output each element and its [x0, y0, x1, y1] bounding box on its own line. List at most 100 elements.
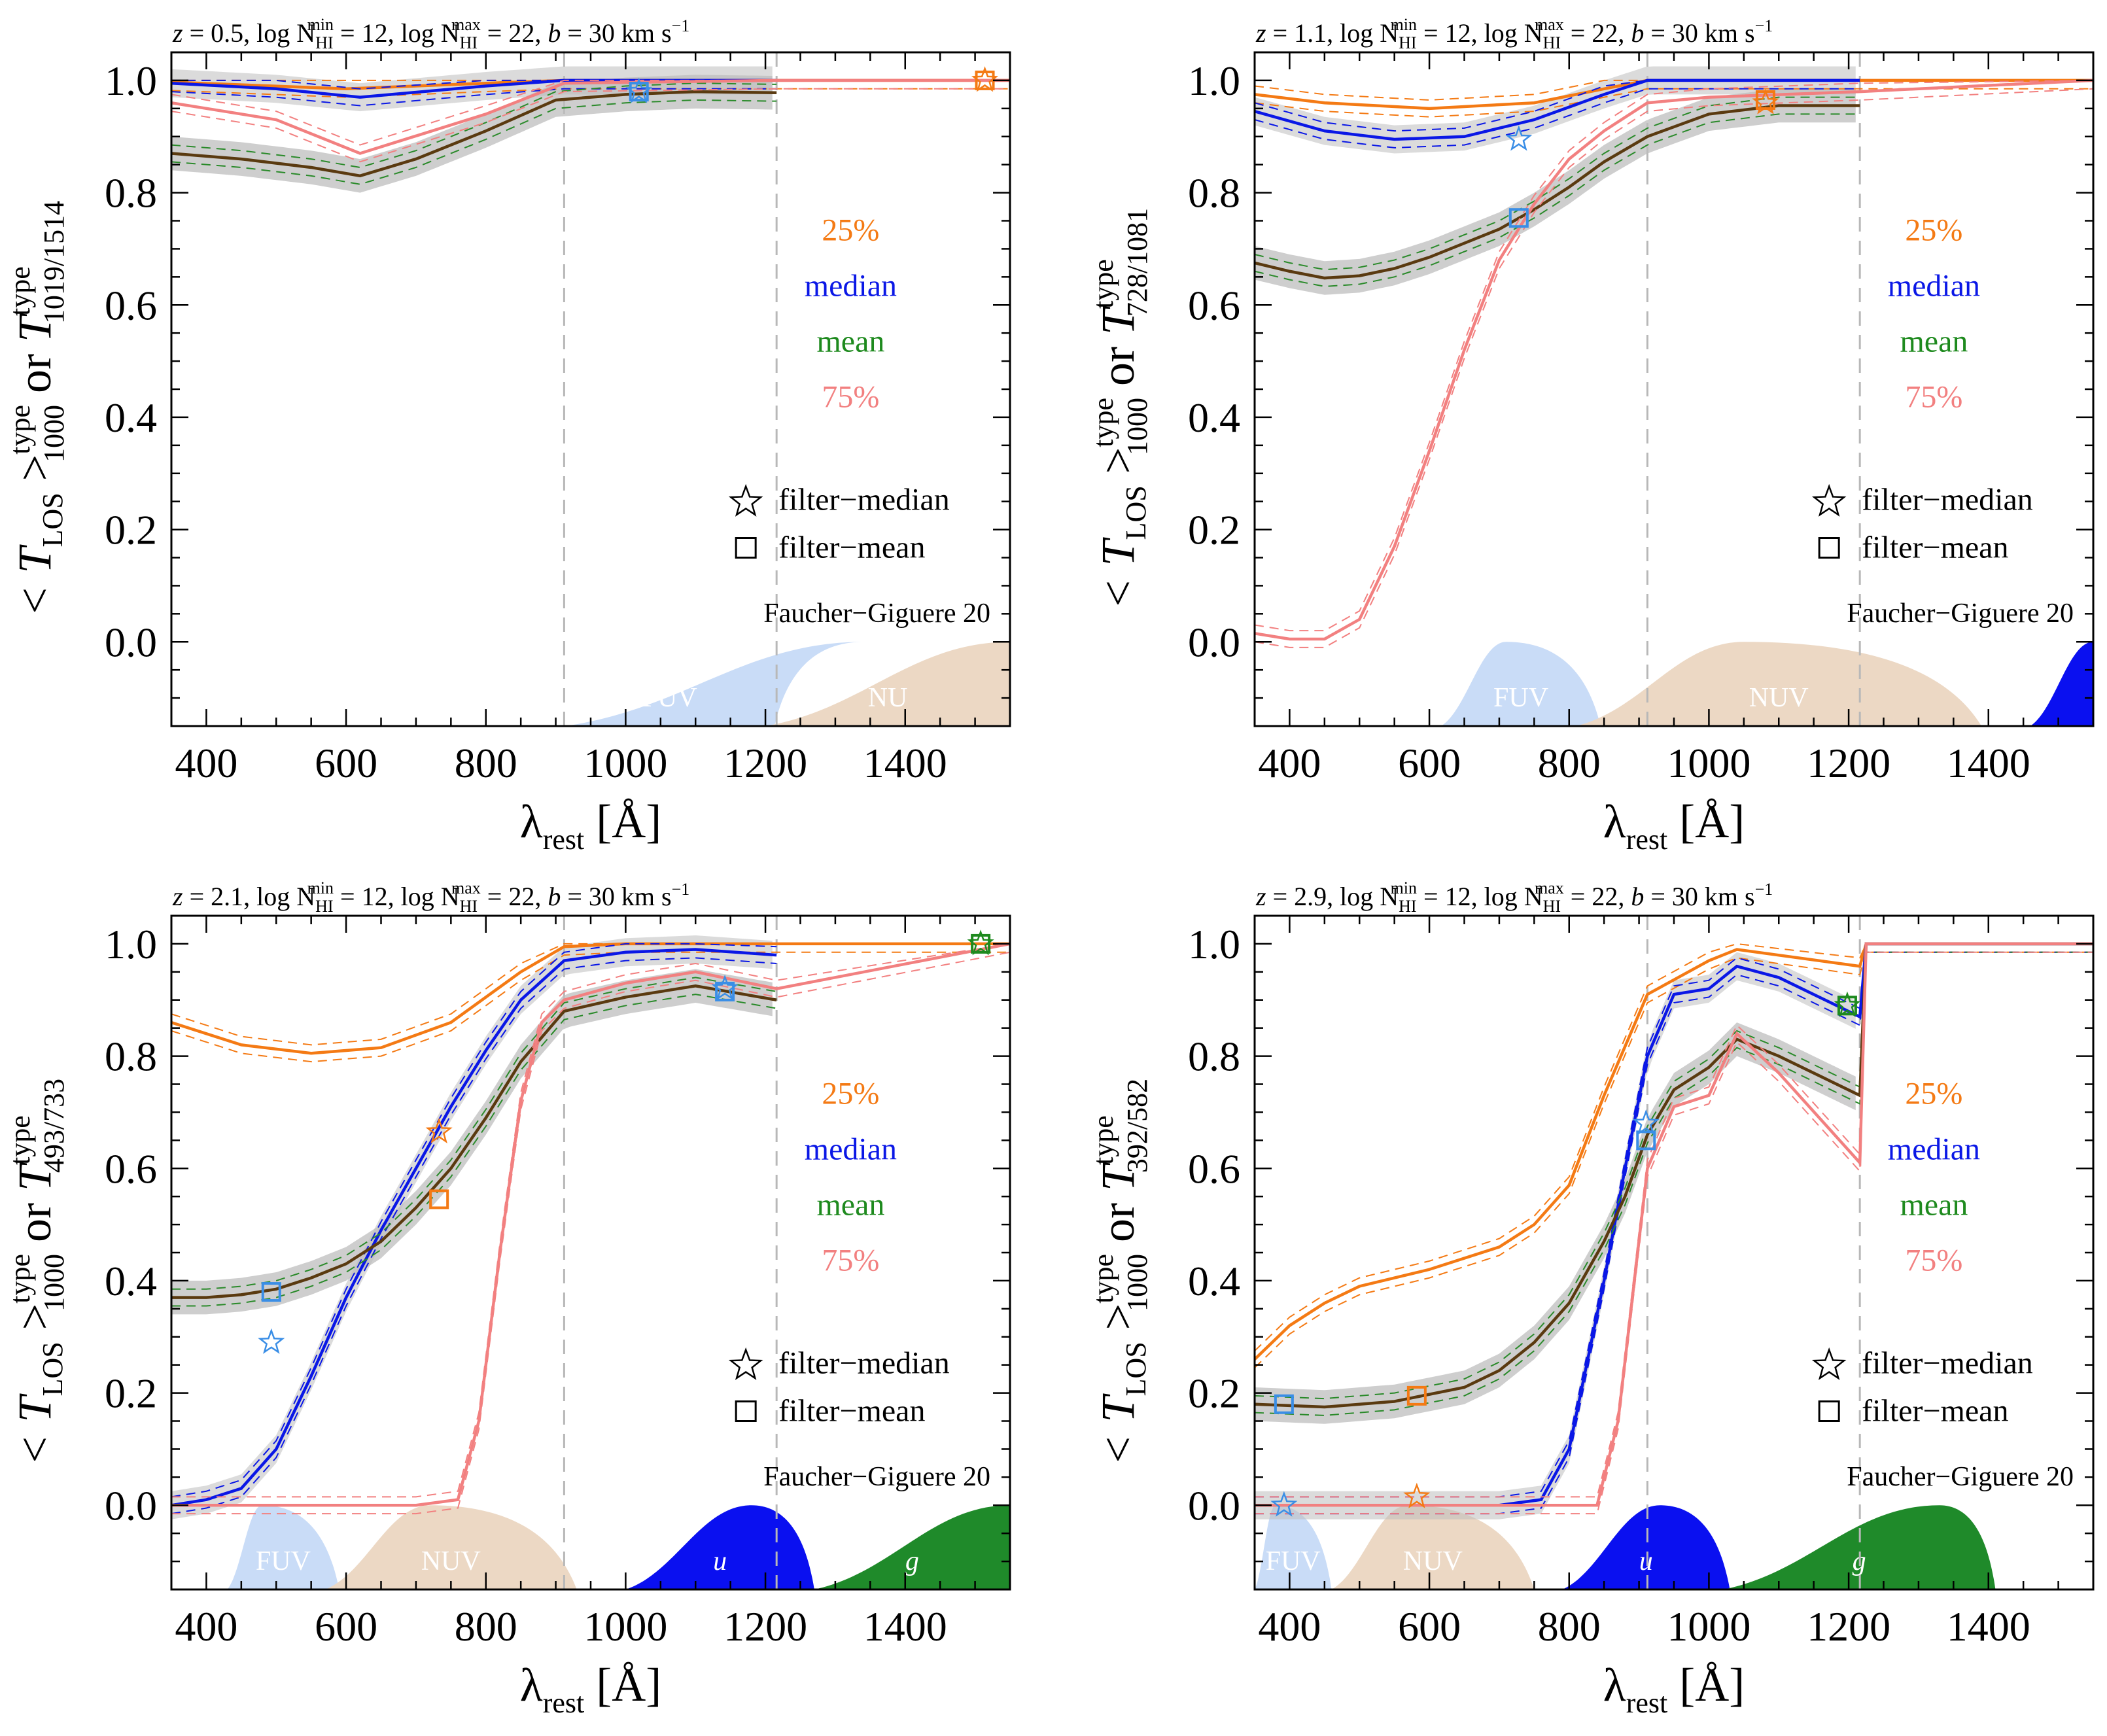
filter-median-star-fuv: [1270, 1491, 1298, 1517]
plot-area: FUV NUV: [1255, 52, 2093, 726]
series-line-25pct: [1255, 942, 2093, 1361]
series-envelope-75%: [1255, 79, 2093, 632]
filter-band-fuv: [227, 1505, 340, 1589]
x-tick-label: 600: [1398, 740, 1461, 786]
y-tick-label: 0.4: [1188, 1258, 1240, 1304]
legend-median: median: [805, 1132, 897, 1167]
panel-title: z = 0.5, log NHImin = 12, log NHImax = 2…: [172, 15, 689, 52]
y-tick-label: 0.4: [1188, 394, 1240, 441]
filter-mean-square-fuv: [1508, 208, 1529, 228]
legend-credit: Faucher−Giguere 20: [763, 1462, 990, 1492]
legend-filter-median: filter−median: [1862, 483, 2033, 517]
band-label-g: g: [905, 1546, 919, 1576]
panel-bottom-right: FUVNUVug4006008001000120014000.00.20.40.…: [1087, 878, 2095, 1719]
x-tick-label: 400: [1258, 1603, 1321, 1650]
mean-scatter-band: [1255, 1022, 1856, 1424]
mean-scatter-band: [171, 969, 773, 1315]
y-tick-label: 0.8: [1188, 170, 1240, 217]
band-label-nuv: NUV: [1749, 683, 1809, 713]
legend-25pct: 25%: [822, 1077, 879, 1111]
series-envelope-75%: [1255, 88, 2093, 648]
series-envelope-75%: [1255, 951, 2093, 1515]
panel-title: z = 2.1, log NHImin = 12, log NHImax = 2…: [172, 878, 689, 916]
x-axis-label: λrest [Å]: [520, 795, 661, 856]
series-envelope-mean: [171, 994, 777, 1307]
x-tick-label: 1000: [1667, 1603, 1750, 1650]
series-envelope-mean: [171, 99, 777, 185]
y-tick-label: 1.0: [1188, 58, 1240, 104]
legend-mean: mean: [1900, 1188, 1968, 1223]
x-axis-label: λrest [Å]: [1603, 1659, 1745, 1719]
legend-mean: mean: [1900, 324, 1968, 359]
filter-band-u: [1562, 1505, 1730, 1589]
filter-mean-square-fuv: [261, 1282, 281, 1302]
band-label-u: u: [1639, 1546, 1653, 1576]
x-axis-label: λrest [Å]: [1603, 795, 1745, 856]
series-line-median: [1255, 78, 1860, 141]
legend-credit: Faucher−Giguere 20: [763, 599, 990, 629]
x-tick-label: 1200: [723, 1603, 807, 1650]
x-tick-label: 400: [175, 740, 237, 786]
legend-25pct: 25%: [1905, 213, 1962, 248]
filter-mean-square-nuv: [1755, 90, 1775, 110]
x-tick-label: 600: [1398, 1603, 1461, 1650]
panel-title: z = 2.9, log NHImin = 12, log NHImax = 2…: [1255, 878, 1773, 916]
x-tick-label: 800: [455, 1603, 517, 1650]
filter-band-extra: [2030, 642, 2093, 726]
series-line-mean: [1255, 942, 2093, 1409]
x-tick-label: 400: [1258, 740, 1321, 786]
series-envelope-mean: [171, 82, 777, 168]
legend-square-icon: [1818, 537, 1840, 559]
legend-mean: mean: [816, 324, 884, 359]
band-label-nuv: NUV: [421, 1546, 481, 1576]
series-envelope-mean: [1255, 951, 2093, 1416]
x-tick-label: 600: [315, 1603, 377, 1650]
y-tick-label: 0.0: [105, 619, 157, 665]
y-tick-label: 0.2: [105, 1370, 157, 1417]
panel-title: z = 1.1, log NHImin = 12, log NHImax = 2…: [1255, 15, 1773, 52]
legend-median: median: [1888, 1132, 1980, 1167]
y-tick-label: 0.2: [1188, 507, 1240, 553]
legend-median: median: [805, 269, 897, 304]
y-tick-label: 0.4: [105, 1258, 157, 1304]
series-envelope-25%: [1255, 88, 2093, 118]
x-tick-label: 1400: [863, 1603, 947, 1650]
y-tick-label: 0.4: [105, 394, 157, 441]
y-axis-label: < TLOS >type1000 or Ttype493/733: [4, 1079, 70, 1466]
x-tick-label: 800: [1538, 1603, 1601, 1650]
y-tick-label: 0.6: [105, 1145, 157, 1192]
legend-credit: Faucher−Giguere 20: [1847, 599, 2074, 629]
legend-square-icon: [735, 1400, 757, 1422]
filter-band-fuv: [1255, 1505, 1332, 1589]
x-tick-label: 1000: [583, 1603, 667, 1650]
filter-band-nuv: [1576, 642, 1982, 726]
y-tick-label: 0.6: [1188, 282, 1240, 328]
legend-75pct: 75%: [822, 380, 879, 415]
filter-mean-square-g: [1837, 996, 1857, 1016]
filter-mean-square-nuv: [429, 1189, 449, 1209]
x-tick-label: 1200: [1807, 1603, 1890, 1650]
legend-mean: mean: [816, 1188, 884, 1223]
band-label-fuv: FUV: [256, 1546, 311, 1576]
filter-median-star-fuv: [1505, 125, 1533, 151]
legend-filter-mean: filter−mean: [1862, 1394, 2008, 1429]
x-tick-label: 1200: [1807, 740, 1890, 786]
panel-bottom-left: FUV NUV u g 400 600 800 1000 1200 1400 0.0 0.2 0.4 0.…: [4, 878, 1011, 1719]
panel-top-right: FUV NUV 400 600 800 1000 1200 1400 0.0 0.2 0.4 0.6 0…: [1087, 15, 2095, 856]
legend-filter-mean: filter−mean: [778, 1394, 925, 1429]
legend-square-icon: [1818, 1400, 1840, 1422]
y-tick-label: 0.6: [1188, 1145, 1240, 1192]
series-envelope-mean: [1255, 96, 1860, 271]
legend-star-icon: [728, 483, 763, 517]
filter-median-star-u: [1632, 1109, 1660, 1136]
filter-mean-square-u: [715, 981, 735, 1001]
legend-median: median: [1888, 269, 1980, 304]
legend-25pct: 25%: [822, 213, 879, 248]
band-label-nu: NU: [868, 683, 908, 713]
series-envelope-mean: [1255, 943, 2093, 1400]
legend-filter-mean: filter−mean: [778, 530, 925, 565]
legend-filter-median: filter−median: [778, 1346, 950, 1381]
y-tick-label: 1.0: [1188, 921, 1240, 967]
